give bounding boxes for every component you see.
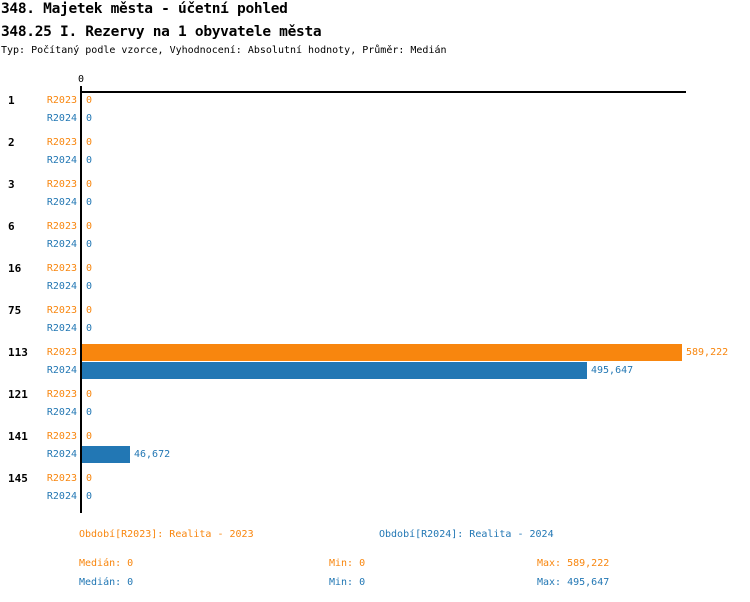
- series-label-r2023: R2023: [46, 95, 77, 106]
- category-label: 16: [8, 262, 22, 275]
- series-label-r2024: R2024: [46, 281, 77, 292]
- stat-max-r2023: Max: 589,222: [537, 558, 610, 569]
- value-label-r2024: 0: [86, 155, 93, 166]
- series-label-r2024: R2024: [46, 197, 77, 208]
- x-axis-zero-tick-label: 0: [77, 74, 85, 85]
- series-label-r2023: R2023: [46, 263, 77, 274]
- series-label-r2023: R2023: [46, 389, 77, 400]
- stat-median-r2024: Medián: 0: [79, 577, 134, 588]
- series-label-r2023: R2023: [46, 347, 77, 358]
- stat-min-r2023: Min: 0: [329, 558, 366, 569]
- category-label: 3: [8, 178, 15, 191]
- value-label-r2023: 0: [86, 305, 93, 316]
- series-label-r2024: R2024: [46, 239, 77, 250]
- value-label-r2024: 495,647: [591, 365, 634, 376]
- stat-max-r2024: Max: 495,647: [537, 577, 610, 588]
- series-label-r2023: R2023: [46, 305, 77, 316]
- category-label: 75: [8, 304, 22, 317]
- series-label-r2024: R2024: [46, 365, 77, 376]
- category-label: 141: [8, 430, 28, 443]
- stat-median-r2023: Medián: 0: [79, 558, 134, 569]
- value-label-r2024: 0: [86, 239, 93, 250]
- report-subtitle: Typ: Počítaný podle vzorce, Vyhodnocení:…: [1, 45, 447, 56]
- legend-r2024: Období[R2024]: Realita - 2024: [379, 529, 554, 540]
- value-label-r2023: 0: [86, 263, 93, 274]
- category-label: 113: [8, 346, 28, 359]
- value-label-r2024: 46,672: [134, 449, 171, 460]
- category-label: 145: [8, 472, 28, 485]
- series-label-r2024: R2024: [46, 491, 77, 502]
- value-label-r2023: 0: [86, 95, 93, 106]
- series-label-r2023: R2023: [46, 473, 77, 484]
- value-label-r2024: 0: [86, 407, 93, 418]
- category-label: 121: [8, 388, 28, 401]
- category-label: 6: [8, 220, 15, 233]
- value-label-r2024: 0: [86, 281, 93, 292]
- value-label-r2024: 0: [86, 113, 93, 124]
- category-label: 1: [8, 94, 15, 107]
- report-title-line1: 348. Majetek města - účetní pohled: [1, 1, 288, 17]
- series-label-r2024: R2024: [46, 449, 77, 460]
- bar-r2023: [82, 344, 682, 361]
- value-label-r2024: 0: [86, 491, 93, 502]
- series-label-r2023: R2023: [46, 137, 77, 148]
- series-label-r2024: R2024: [46, 113, 77, 124]
- series-label-r2023: R2023: [46, 431, 77, 442]
- value-label-r2023: 0: [86, 221, 93, 232]
- category-label: 2: [8, 136, 15, 149]
- value-label-r2023: 589,222: [686, 347, 729, 358]
- value-label-r2023: 0: [86, 473, 93, 484]
- legend-r2023: Období[R2023]: Realita - 2023: [79, 529, 254, 540]
- value-label-r2023: 0: [86, 179, 93, 190]
- series-label-r2024: R2024: [46, 155, 77, 166]
- value-label-r2023: 0: [86, 431, 93, 442]
- value-label-r2024: 0: [86, 197, 93, 208]
- bar-r2024: [82, 446, 130, 463]
- value-label-r2023: 0: [86, 389, 93, 400]
- series-label-r2024: R2024: [46, 323, 77, 334]
- stat-min-r2024: Min: 0: [329, 577, 366, 588]
- series-label-r2024: R2024: [46, 407, 77, 418]
- series-label-r2023: R2023: [46, 179, 77, 190]
- report-title-line2: 348.25 I. Rezervy na 1 obyvatele města: [1, 24, 322, 40]
- value-label-r2024: 0: [86, 323, 93, 334]
- series-label-r2023: R2023: [46, 221, 77, 232]
- y-axis-line: [80, 86, 82, 513]
- value-label-r2023: 0: [86, 137, 93, 148]
- bar-r2024: [82, 362, 587, 379]
- x-axis-line: [81, 91, 686, 93]
